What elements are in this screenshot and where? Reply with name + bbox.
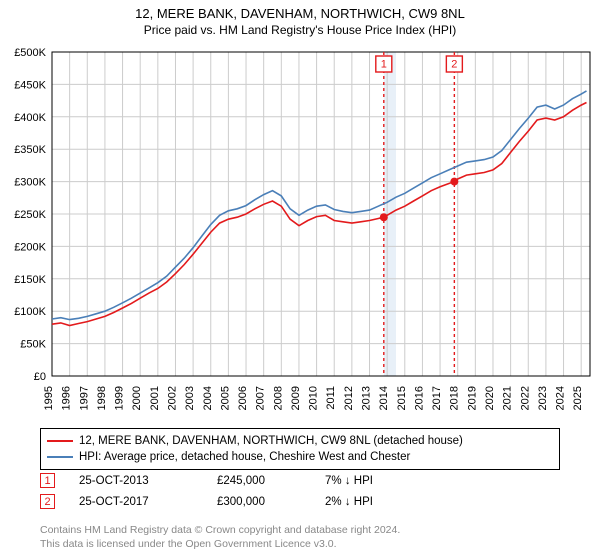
- chart-legend: 12, MERE BANK, DAVENHAM, NORTHWICH, CW9 …: [40, 428, 560, 470]
- legend-label: 12, MERE BANK, DAVENHAM, NORTHWICH, CW9 …: [79, 433, 463, 449]
- chart-plot-area: £0 £50K £100K £150K £200K £250K £300K £350K £400…: [0, 44, 600, 424]
- chart-subtitle: Price paid vs. HM Land Registry's House …: [0, 21, 600, 37]
- legend-swatch: [47, 440, 73, 442]
- legend-label: HPI: Average price, detached house, Ches…: [79, 449, 410, 465]
- x-axis-label: 2002: [166, 386, 178, 410]
- x-axis-label: 2015: [396, 386, 408, 410]
- y-axis-label: £300K: [14, 177, 46, 189]
- event-delta: 2% ↓ HPI: [325, 496, 425, 508]
- x-axis-label: 2020: [484, 386, 496, 410]
- x-axis-label: 1998: [96, 386, 108, 410]
- x-axis-label: 2019: [466, 386, 478, 410]
- x-axis-label: 2025: [572, 386, 584, 410]
- x-axis-label: 2010: [308, 386, 320, 410]
- y-axis-label: £450K: [14, 79, 46, 91]
- line-chart: £0 £50K £100K £150K £200K £250K £300K £350K £400…: [0, 44, 600, 424]
- series-line: [52, 91, 587, 320]
- event-row: 2 25-OCT-2017 £300,000 2% ↓ HPI: [40, 491, 560, 512]
- x-axis-label: 1995: [43, 386, 55, 410]
- legend-item: HPI: Average price, detached house, Ches…: [47, 449, 553, 465]
- x-axis-label: 2016: [413, 386, 425, 410]
- x-axis-label: 2013: [361, 386, 373, 410]
- legend-swatch: [47, 456, 73, 458]
- attribution-line: This data is licensed under the Open Gov…: [40, 538, 560, 552]
- y-axis-label: £100K: [14, 306, 46, 318]
- x-axis-label: 2017: [431, 386, 443, 410]
- x-axis-label: 2008: [272, 386, 284, 410]
- x-axis-label: 2023: [537, 386, 549, 410]
- x-axis-label: 2006: [237, 386, 249, 410]
- event-price: £300,000: [217, 496, 307, 508]
- event-marker-icon: 2: [40, 494, 55, 509]
- x-axis-label: 2004: [202, 386, 214, 410]
- event-price: £245,000: [217, 475, 307, 487]
- attribution-line: Contains HM Land Registry data © Crown c…: [40, 524, 560, 538]
- x-axis-label: 2000: [131, 386, 143, 410]
- y-axis-label: £50K: [20, 339, 46, 351]
- x-axis-label: 1997: [78, 386, 90, 410]
- chart-title: 12, MERE BANK, DAVENHAM, NORTHWICH, CW9 …: [0, 0, 600, 21]
- y-axis-label: £0: [34, 371, 46, 383]
- x-axis-label: 2024: [555, 386, 567, 410]
- x-axis-label: 2021: [502, 386, 514, 410]
- marker-number: 1: [381, 58, 387, 70]
- legend-item: 12, MERE BANK, DAVENHAM, NORTHWICH, CW9 …: [47, 433, 553, 449]
- x-axis-label: 1999: [114, 386, 126, 410]
- y-axis-label: £350K: [14, 144, 46, 156]
- y-axis-label: £200K: [14, 241, 46, 253]
- x-axis-label: 2001: [149, 386, 161, 410]
- y-axis-label: £150K: [14, 274, 46, 286]
- event-date: 25-OCT-2013: [79, 475, 199, 487]
- x-axis-label: 2009: [290, 386, 302, 410]
- marker-point: [450, 178, 458, 186]
- x-axis-label: 2022: [519, 386, 531, 410]
- event-delta: 7% ↓ HPI: [325, 475, 425, 487]
- event-row: 1 25-OCT-2013 £245,000 7% ↓ HPI: [40, 470, 560, 491]
- events-table: 1 25-OCT-2013 £245,000 7% ↓ HPI 2 25-OCT-2017…: [40, 470, 560, 512]
- x-axis-label: 2014: [378, 386, 390, 410]
- y-axis-label: £500K: [14, 47, 46, 59]
- x-axis-label: 2012: [343, 386, 355, 410]
- chart-figure: 12, MERE BANK, DAVENHAM, NORTHWICH, CW9 …: [0, 0, 600, 560]
- x-axis-label: 2003: [184, 386, 196, 410]
- event-marker-icon: 1: [40, 473, 55, 488]
- y-axis-label: £250K: [14, 209, 46, 221]
- x-axis-label: 1996: [61, 386, 73, 410]
- marker-number: 2: [451, 58, 457, 70]
- x-axis-label: 2007: [255, 386, 267, 410]
- x-axis-label: 2011: [325, 386, 337, 410]
- marker-point: [380, 213, 388, 221]
- x-axis-label: 2005: [219, 386, 231, 410]
- x-axis-label: 2018: [449, 386, 461, 410]
- y-axis-label: £400K: [14, 112, 46, 124]
- event-date: 25-OCT-2017: [79, 496, 199, 508]
- attribution-text: Contains HM Land Registry data © Crown c…: [40, 524, 560, 551]
